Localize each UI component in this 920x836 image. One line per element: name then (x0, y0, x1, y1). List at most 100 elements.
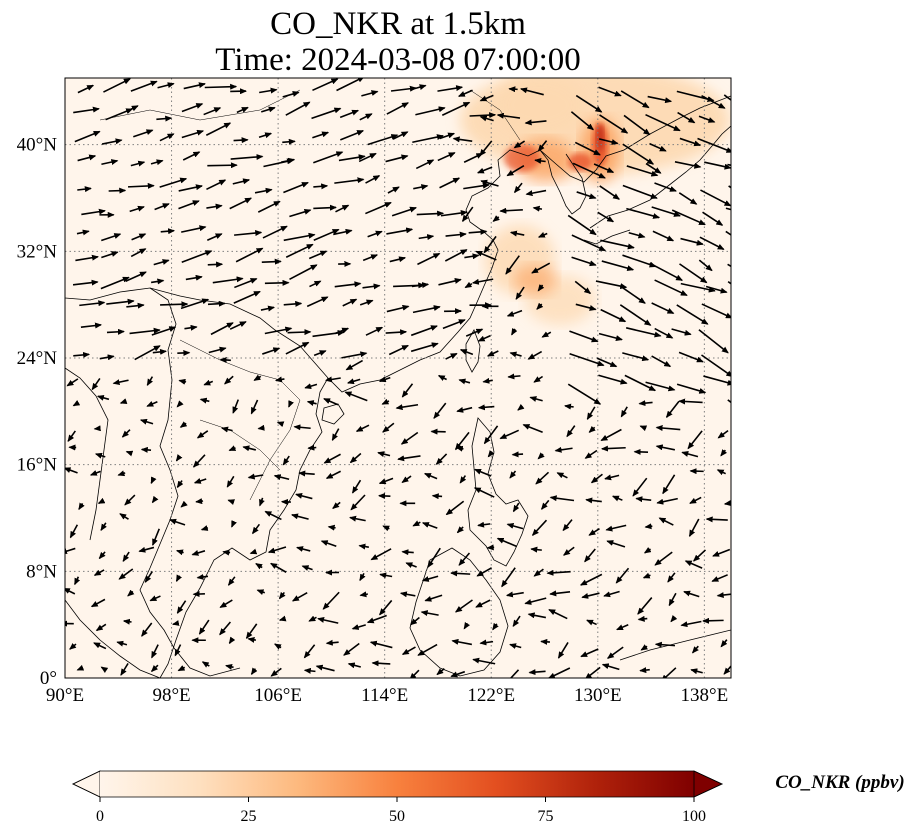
wind-arrow (411, 282, 430, 289)
wind-arrow (175, 574, 183, 583)
map-time-subtitle: Time: 2024-03-08 07:00:00 (215, 42, 581, 78)
wind-arrow (210, 322, 234, 336)
wind-arrow (520, 87, 544, 96)
map-title: CO_NKR at 1.5km (270, 6, 526, 42)
wind-arrow (81, 208, 106, 216)
wind-arrow (101, 233, 122, 242)
wind-arrow (150, 159, 164, 166)
wind-arrow (413, 184, 429, 190)
wind-arrow (112, 379, 129, 386)
wind-arrow (492, 215, 500, 222)
wind-arrow (671, 328, 692, 336)
lon-tick-label: 114°E (361, 685, 408, 706)
wind-arrow (377, 451, 391, 458)
wind-arrow (654, 327, 674, 339)
wind-arrow (149, 595, 161, 602)
wind-arrow (225, 664, 234, 670)
wind-arrow (358, 152, 377, 163)
wind-arrow (178, 184, 203, 192)
wind-arrow (571, 256, 597, 267)
wind-arrow (468, 228, 488, 235)
wind-arrow (323, 453, 341, 464)
wind-arrow (198, 619, 210, 635)
wind-arrow (359, 591, 368, 598)
wind-arrow (548, 609, 568, 620)
wind-arrow (351, 479, 362, 494)
wind-arrow (65, 467, 78, 474)
wind-arrow (283, 300, 303, 307)
wind-arrow (727, 263, 731, 268)
wind-arrow (649, 262, 684, 281)
wind-arrow (101, 251, 119, 259)
wind-arrow (533, 375, 544, 383)
wind-arrow (680, 237, 704, 246)
wind-arrow (369, 640, 393, 649)
wind-arrow (415, 159, 435, 170)
wind-arrow (450, 670, 466, 678)
wind-arrow (282, 91, 300, 98)
wind-arrow (701, 95, 726, 109)
wind-arrow (620, 406, 628, 418)
wind-arrow (345, 359, 363, 371)
wind-arrow (180, 298, 210, 310)
wind-arrow (312, 131, 330, 139)
wind-arrow (585, 497, 602, 504)
wind-arrow (325, 376, 341, 383)
wind-arrow (606, 646, 624, 659)
wind-arrow (687, 430, 703, 450)
wind-arrow (130, 248, 147, 258)
wind-arrow (359, 299, 374, 306)
wind-arrow (483, 235, 497, 254)
wind-arrow (340, 129, 365, 141)
wind-arrow (581, 592, 600, 599)
wind-arrow (531, 262, 551, 274)
wind-arrow (424, 594, 443, 602)
wind-arrow (506, 523, 524, 530)
wind-arrow (175, 454, 183, 462)
wind-arrow (604, 474, 620, 481)
wind-arrow (598, 138, 619, 145)
wind-arrow (151, 326, 177, 336)
wind-arrow (417, 643, 438, 656)
wind-arrow (504, 669, 520, 678)
wind-arrow (370, 548, 392, 561)
wind-arrow (176, 600, 187, 614)
wind-arrow (477, 334, 491, 342)
wind-arrow (584, 666, 601, 678)
wind-arrow (177, 665, 186, 672)
wind-arrow (699, 236, 725, 251)
wind-arrow (67, 430, 76, 442)
wind-arrow (615, 567, 630, 584)
wind-arrow (332, 501, 341, 509)
wind-arrow (537, 231, 548, 238)
wind-arrow (285, 243, 314, 258)
wind-arrow (77, 154, 97, 162)
colorbar-ticks: 0 25 50 75 100 (96, 797, 706, 825)
plume-patch (513, 264, 557, 296)
wind-arrow (227, 499, 236, 505)
wind-arrow (704, 161, 731, 170)
wind-arrow (247, 636, 257, 643)
wind-arrow (725, 207, 731, 211)
wind-arrow (537, 284, 545, 292)
wind-arrow (184, 324, 198, 331)
wind-arrow (593, 163, 615, 174)
wind-arrow (600, 428, 622, 442)
wind-arrow (308, 250, 328, 260)
lon-tick-label: 122°E (467, 685, 515, 706)
wind-arrow (291, 591, 308, 602)
wind-arrow (341, 351, 368, 359)
wind-arrow (247, 473, 264, 480)
wind-arrow (313, 350, 327, 357)
wind-arrow (303, 644, 316, 659)
wind-arrow (600, 239, 635, 250)
wind-arrow (231, 520, 237, 528)
wind-arrow (679, 263, 708, 284)
wind-arrow (181, 250, 213, 263)
wind-arrow (141, 622, 153, 637)
wind-arrow (151, 495, 159, 504)
wind-arrow (355, 424, 370, 432)
wind-arrow (727, 280, 731, 285)
wind-arrow (219, 599, 233, 609)
wind-arrow (313, 151, 344, 164)
